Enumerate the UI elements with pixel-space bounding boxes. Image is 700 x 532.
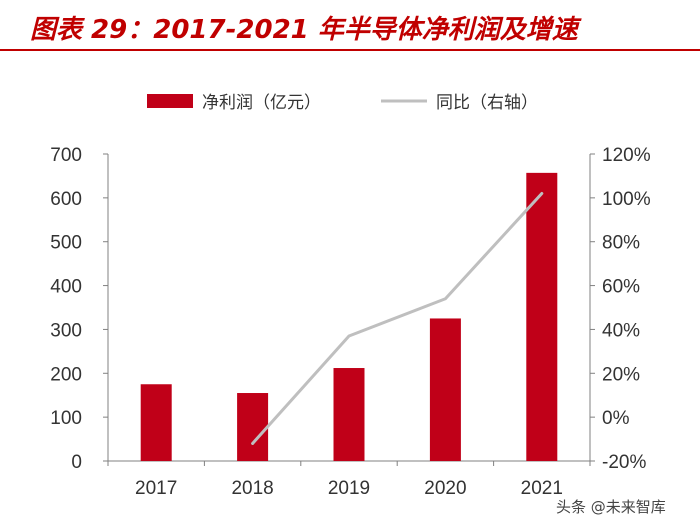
- x-tick-label: 2020: [424, 478, 466, 499]
- y-tick-label-left: 700: [50, 145, 82, 166]
- y-tick-label-right: 0%: [602, 408, 630, 429]
- chart-title: 图表 29：2017-2021 年半导体净利润及增速: [30, 15, 578, 45]
- x-tick-label: 2018: [231, 478, 273, 499]
- title-bar: 图表 29：2017-2021 年半导体净利润及增速: [0, 0, 700, 52]
- y-tick-label-left: 600: [50, 189, 82, 210]
- x-tick-label: 2019: [328, 478, 370, 499]
- y-tick-label-right: 100%: [602, 189, 651, 210]
- y-tick-label-left: 500: [50, 233, 82, 254]
- y-tick-label-left: 200: [50, 364, 82, 385]
- bar: [140, 384, 172, 461]
- bar: [429, 318, 461, 461]
- y-tick-label-left: 300: [50, 320, 82, 341]
- legend-label-bar: 净利润（亿元）: [202, 93, 321, 113]
- bar: [333, 368, 365, 461]
- y-tick-label-left: 400: [50, 277, 82, 298]
- legend-swatch-bar: [147, 94, 193, 108]
- line-series: [251, 191, 544, 445]
- y-tick-label-right: 40%: [602, 320, 640, 341]
- y-tick-label-right: -20%: [602, 452, 646, 473]
- growth-line: [251, 191, 544, 445]
- y-tick-label-right: 20%: [602, 364, 640, 385]
- y-tick-label-left: 100: [50, 408, 82, 429]
- watermark: 头条 @未来智库: [556, 498, 666, 516]
- title-divider: [0, 49, 700, 51]
- bar: [526, 172, 558, 461]
- x-tick-label: 2017: [135, 478, 177, 499]
- axes: 0 100 200 300 400 500 600 700 -20% 0% 20% 40% 60% 80%…: [50, 145, 650, 499]
- bar: [237, 393, 269, 461]
- y-tick-label-right: 80%: [602, 233, 640, 254]
- y-tick-label-left: 0: [71, 452, 82, 473]
- x-tick-label: 2021: [521, 478, 563, 499]
- bar-series: [140, 172, 558, 461]
- y-tick-label-right: 60%: [602, 277, 640, 298]
- y-tick-label-right: 120%: [602, 145, 651, 166]
- legend-label-line: 同比（右轴）: [436, 93, 538, 113]
- legend: 净利润（亿元） 同比（右轴）: [147, 93, 538, 113]
